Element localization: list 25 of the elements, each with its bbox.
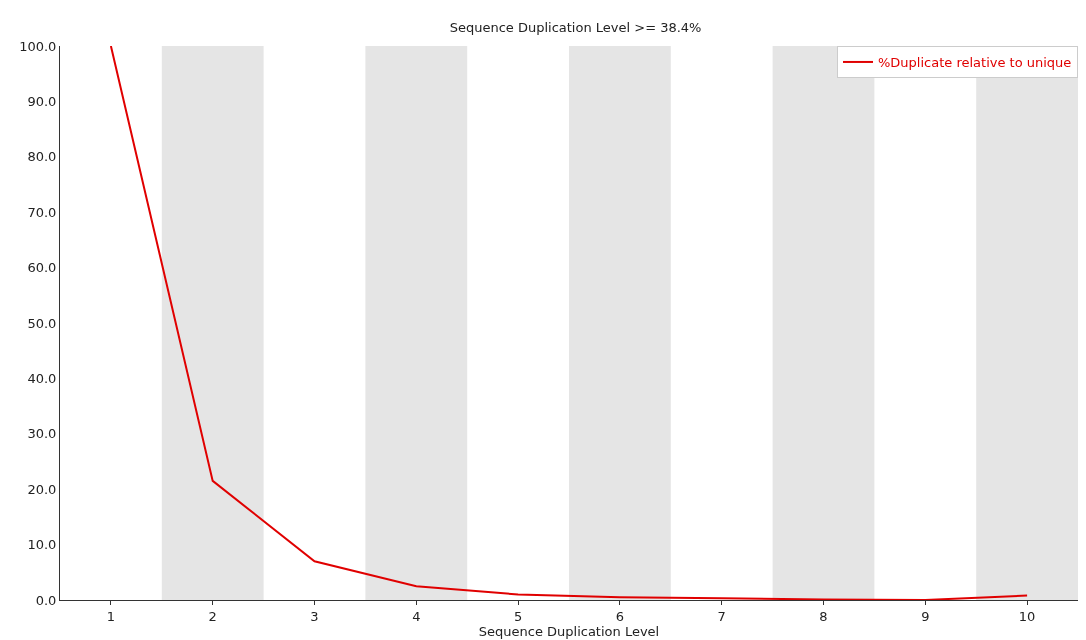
y-tick-label: 0.0	[35, 592, 57, 608]
x-axis-title: Sequence Duplication Level	[478, 624, 660, 640]
y-tick-label: 40.0	[27, 370, 57, 386]
line-series	[109, 46, 1029, 600]
x-tick-label: 8	[819, 608, 828, 624]
legend-label: %Duplicate relative to unique	[878, 55, 1072, 71]
x-tick-label: 3	[310, 608, 319, 624]
x-tick-label: 6	[615, 608, 625, 624]
y-tick-label: 90.0	[27, 93, 57, 109]
x-tick-label: 10	[1018, 608, 1036, 624]
y-tick-label: 80.0	[27, 149, 57, 165]
y-tick-label: 30.0	[27, 426, 57, 442]
x-tick-label: 9	[921, 608, 930, 624]
y-tick-label: 60.0	[27, 260, 57, 276]
chart-title: Sequence Duplication Level >= 38.4%	[449, 19, 702, 35]
x-tick-label: 5	[513, 608, 523, 624]
y-tick-label: 70.0	[27, 204, 57, 220]
x-tick-label: 4	[412, 608, 421, 624]
y-tick-label: 10.0	[27, 537, 57, 553]
y-tick-label: 20.0	[27, 481, 57, 497]
y-tick-label: 50.0	[27, 315, 57, 331]
x-tick-label: 2	[208, 608, 217, 624]
x-tick-label: 7	[717, 608, 726, 624]
y-tick-label: 100.0	[19, 38, 57, 54]
x-tick-label: 1	[106, 608, 116, 624]
